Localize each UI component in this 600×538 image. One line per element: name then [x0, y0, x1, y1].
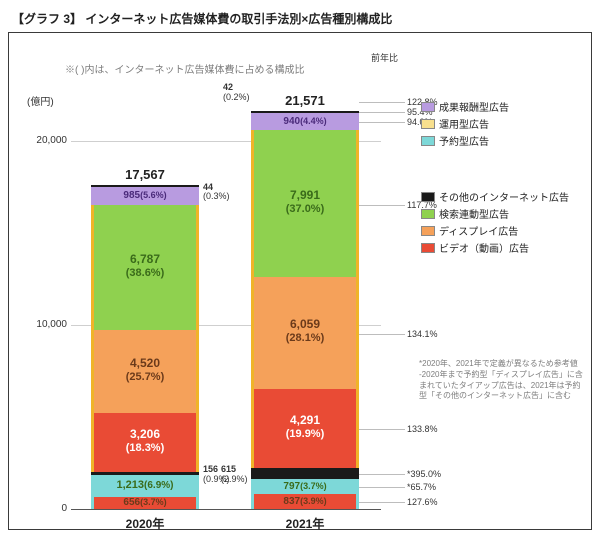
legend-item: 運用型広告 — [421, 116, 509, 131]
yoy-leader — [359, 474, 405, 475]
stacked-bar: 837(3.9%)797(3.7%)4,291(19.9%)6,059(28.1… — [251, 141, 359, 509]
segment-prog_display — [91, 330, 199, 413]
legend-swatch — [421, 226, 435, 236]
callout-reserved_other: 615(2.9%) — [221, 465, 248, 485]
callout-other: 42(0.2%) — [223, 83, 250, 103]
legend-label: ディスプレイ広告 — [439, 223, 518, 238]
x-axis-label: 2021年 — [251, 515, 359, 532]
legend-swatch — [421, 243, 435, 253]
segment-prog_display — [251, 277, 359, 388]
legend-transaction: 成果報酬型広告運用型広告予約型広告 — [421, 99, 509, 150]
legend-item: 検索連動型広告 — [421, 206, 569, 221]
legend-label: 検索連動型広告 — [439, 206, 509, 221]
segment-prog_video — [251, 389, 359, 468]
legend-adtype: その他のインターネット広告検索連動型広告ディスプレイ広告ビデオ（動画）広告 — [421, 189, 569, 257]
segment-reserved_video — [91, 497, 199, 509]
bar-total: 17,567 — [91, 167, 199, 182]
footnote-line: -2020年まで予約型「ディスプレイ広告」に含まれていたタイアップ広告は、202… — [419, 370, 587, 402]
paren-note: ※( )内は、インターネット広告媒体費に占める構成比 — [65, 61, 304, 76]
chart-title: 【グラフ 3】 インターネット広告媒体費の取引手法別×広告種別構成比 — [12, 10, 392, 27]
legend-item: 成果報酬型広告 — [421, 99, 509, 114]
yoy-leader — [359, 112, 405, 113]
yoy-leader — [359, 429, 405, 430]
y-axis-unit: (億円) — [27, 93, 54, 108]
legend-swatch — [421, 209, 435, 219]
yoy-value: 134.1% — [407, 329, 455, 339]
y-tick: 10,000 — [23, 319, 67, 330]
segment-reserved_display — [91, 475, 199, 497]
segment-affiliate — [251, 113, 359, 130]
gridline — [71, 509, 381, 510]
yoy-value: *395.0% — [407, 469, 455, 479]
chart-frame: ※( )内は、インターネット広告媒体費に占める構成比 (億円) 前年比 0 10,… — [8, 32, 592, 530]
legend-swatch — [421, 136, 435, 146]
legend-label: ビデオ（動画）広告 — [439, 240, 529, 255]
yoy-leader — [359, 502, 405, 503]
yoy-value: 127.6% — [407, 497, 455, 507]
legend-swatch — [421, 102, 435, 112]
segment-reserved_other — [91, 472, 199, 475]
bar-total: 21,571 — [251, 93, 359, 108]
segment-other — [251, 111, 359, 113]
segment-prog_search — [251, 130, 359, 277]
legend-label: 運用型広告 — [439, 116, 489, 131]
yoy-header: 前年比 — [371, 51, 398, 64]
footnote-line: *2020年、2021年で定義が異なるため参考値 — [419, 359, 587, 370]
segment-affiliate — [91, 187, 199, 205]
legend-item: その他のインターネット広告 — [421, 189, 569, 204]
yoy-leader — [359, 102, 405, 103]
segment-reserved_video — [251, 494, 359, 509]
stacked-bar: 656(3.7%)1,213(6.9%)3,206(18.3%)4,520(25… — [91, 141, 199, 509]
legend-label: その他のインターネット広告 — [439, 189, 569, 204]
yoy-leader — [359, 334, 405, 335]
legend-swatch — [421, 119, 435, 129]
yoy-leader — [359, 205, 405, 206]
y-tick: 20,000 — [23, 135, 67, 146]
yoy-value: 133.8% — [407, 424, 455, 434]
legend-item: ビデオ（動画）広告 — [421, 240, 569, 255]
legend-label: 予約型広告 — [439, 133, 489, 148]
legend-item: ディスプレイ広告 — [421, 223, 569, 238]
legend-label: 成果報酬型広告 — [439, 99, 509, 114]
x-axis-label: 2020年 — [91, 515, 199, 532]
segment-reserved_other — [251, 468, 359, 479]
y-tick: 0 — [23, 503, 67, 514]
segment-prog_search — [91, 205, 199, 330]
footnotes: *2020年、2021年で定義が異なるため参考値-2020年まで予約型「ディスプ… — [419, 359, 587, 402]
segment-reserved_display — [251, 479, 359, 494]
callout-other: 44(0.3%) — [203, 183, 230, 203]
legend-swatch — [421, 192, 435, 202]
segment-other — [91, 185, 199, 187]
yoy-leader — [359, 122, 405, 123]
yoy-value: *65.7% — [407, 482, 455, 492]
legend-item: 予約型広告 — [421, 133, 509, 148]
segment-prog_video — [91, 413, 199, 472]
yoy-leader — [359, 487, 405, 488]
